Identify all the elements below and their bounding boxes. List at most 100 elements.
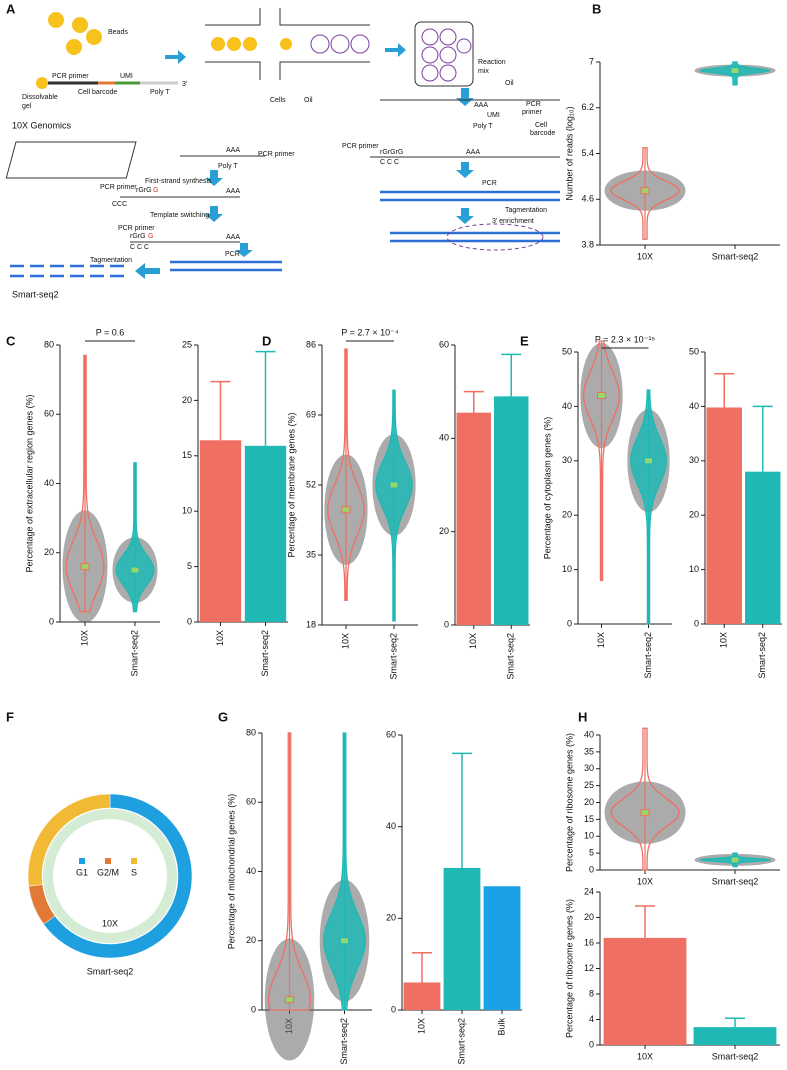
y-tick-label: 25: [584, 780, 594, 790]
x-tick-label: Smart-seq2: [456, 1018, 466, 1065]
y-tick-label: 20: [584, 797, 594, 807]
y-tick-label: 20: [44, 547, 54, 557]
diagram-label: Oil: [304, 97, 313, 104]
y-tick-label: 86: [306, 339, 316, 349]
x-tick-label: Smart-seq2: [260, 630, 270, 677]
y-tick-label: 0: [49, 616, 54, 626]
inner-ring-label: 10X: [102, 918, 118, 928]
diagram-label: Smart-seq2: [12, 289, 59, 299]
y-axis-label: Percentage of membrane genes (%): [286, 412, 296, 557]
diagram-labels: Beads PCR primer UMI Cell barcode Poly T…: [12, 29, 555, 300]
p-value: P = 0.6: [96, 327, 125, 337]
diagram-label: Dissolvable: [22, 94, 58, 101]
violin: [327, 348, 365, 601]
y-tick-label: 20: [246, 935, 256, 945]
diagram-label: rGrG: [130, 233, 146, 240]
violin: [65, 354, 105, 613]
y-tick-label: 4: [589, 1014, 594, 1024]
donut-segment: [27, 793, 111, 887]
diagram-label: 10X Genomics: [12, 120, 72, 130]
y-tick-label: 20: [182, 395, 192, 405]
y-tick-label: 40: [562, 401, 572, 411]
median-marker: [389, 481, 399, 489]
p-value: P = 2.3 × 10⁻¹⁵: [595, 334, 656, 344]
y-tick-label: 0: [567, 618, 572, 628]
diagram-label: AAA: [226, 188, 240, 195]
diagram-label: PCR primer: [258, 151, 295, 158]
median-marker: [644, 457, 653, 465]
y-tick-label: 20: [439, 526, 449, 536]
y-tick-label: 7: [589, 56, 594, 66]
panel-label: A: [6, 1, 16, 16]
bar: [199, 440, 242, 622]
y-tick-label: 16: [584, 937, 594, 947]
p-value: P = 2.7 × 10⁻⁴: [341, 327, 399, 337]
diagram-label: Tagmentation: [90, 257, 132, 264]
y-tick-label: 35: [306, 549, 316, 559]
diagram-label: PCR: [225, 251, 240, 258]
diagram-label: Cells: [270, 97, 286, 104]
x-tick-label: Smart-seq2: [712, 876, 759, 886]
y-tick-label: 40: [439, 433, 449, 443]
x-tick-label: Smart-seq2: [712, 251, 759, 261]
diagram-label: 3′ enrichment: [492, 218, 534, 225]
y-tick-label: 50: [689, 346, 699, 356]
diagram-label: G: [153, 187, 158, 194]
y-tick-label: 0: [187, 616, 192, 626]
diagram-label: CCC: [112, 201, 127, 208]
diagram-label: UMI: [120, 73, 133, 80]
diagram-label: AAA: [466, 149, 480, 156]
y-tick-label: 0: [589, 1039, 594, 1049]
y-tick-label: 15: [584, 814, 594, 824]
bar: [603, 937, 687, 1045]
violin: [610, 147, 680, 240]
diagram-label: 3′: [182, 81, 188, 88]
median-marker: [341, 506, 351, 514]
diagram-label: UMI: [487, 112, 500, 119]
median-marker: [80, 563, 90, 571]
workflow-diagram: [5, 8, 560, 279]
y-tick-label: 25: [182, 339, 192, 349]
x-tick-label: 10X: [416, 1018, 426, 1034]
y-tick-label: 0: [391, 1004, 396, 1014]
diagram-label: Cell barcode: [78, 89, 117, 96]
diagram-label: barcode: [530, 130, 555, 137]
bar: [494, 396, 529, 625]
y-tick-label: 12: [584, 963, 594, 973]
outer-ring-label: Smart-seq2: [87, 966, 134, 976]
y-axis-label: Percentage of extracellular region genes…: [24, 394, 34, 572]
x-tick-label: 10X: [79, 630, 89, 646]
y-tick-label: 40: [689, 401, 699, 411]
x-tick-label: Smart-seq2: [129, 630, 139, 677]
bar: [745, 471, 781, 624]
median-marker: [730, 67, 740, 75]
violin: [582, 340, 621, 582]
y-tick-label: 0: [694, 618, 699, 628]
diagram-label: Beads: [108, 29, 128, 36]
median-marker: [597, 392, 606, 400]
y-tick-label: 80: [246, 727, 256, 737]
x-tick-label: 10X: [596, 632, 606, 648]
y-axis-label: Percentage of ribosome genes (%): [564, 733, 574, 872]
x-tick-label: 10X: [215, 630, 225, 646]
x-tick-label: 10X: [719, 632, 729, 648]
inner-ring: [45, 811, 175, 941]
x-tick-label: 10X: [340, 633, 350, 649]
y-tick-label: 15: [182, 450, 192, 460]
y-tick-label: 0: [444, 619, 449, 629]
y-axis-label: Percentage of ribosome genes (%): [564, 899, 574, 1038]
diagram-label: Poly T: [150, 89, 170, 96]
y-tick-label: 20: [562, 510, 572, 520]
diagram-label: mix: [478, 68, 489, 75]
x-tick-label: Smart-seq2: [339, 1018, 349, 1065]
y-tick-label: 60: [439, 339, 449, 349]
y-tick-label: 8: [589, 988, 594, 998]
bar: [456, 412, 491, 625]
y-axis-label: Percentage of mitochondrial genes (%): [226, 794, 236, 950]
y-tick-label: 60: [386, 729, 396, 739]
panel-label: H: [578, 709, 587, 724]
violin: [268, 732, 311, 1011]
y-tick-label: 35: [584, 746, 594, 756]
y-tick-label: 60: [44, 409, 54, 419]
bar: [443, 867, 481, 1010]
